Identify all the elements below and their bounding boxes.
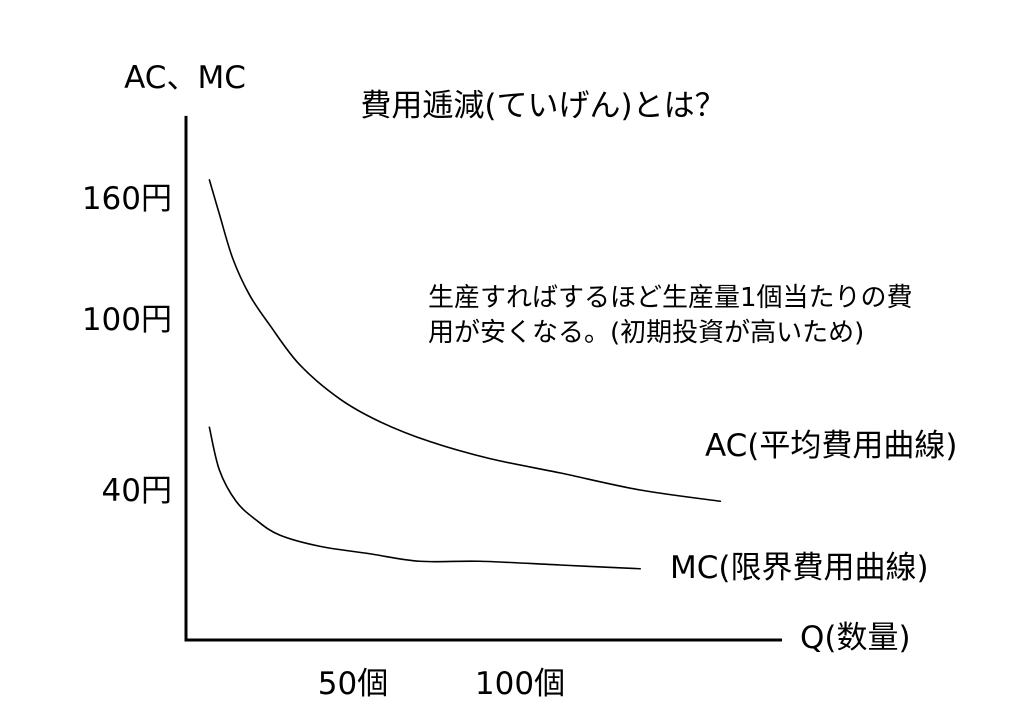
ac-curve: [208, 179, 722, 503]
chart-title: 費用逓減(ていげん)とは？: [360, 88, 725, 124]
x-tick-label: 50個: [318, 666, 388, 702]
y-tick-label: 40円: [102, 473, 172, 509]
mc-curve: [208, 426, 642, 570]
ac-curve-label: AC(平均費用曲線): [705, 428, 958, 464]
x-tick-label: 100個: [475, 666, 565, 702]
x-axis-label: Q(数量): [800, 620, 911, 656]
y-axis-label: AC、MC: [124, 60, 246, 96]
y-tick-label: 160円: [82, 181, 172, 217]
y-tick-label: 100円: [82, 302, 172, 338]
mc-curve-label: MC(限界費用曲線): [670, 550, 929, 586]
annotation-line: 用が安くなる。(初期投資が高いため): [428, 318, 864, 348]
annotation-line: 生産すればするほど生産量1個当たりの費: [428, 283, 913, 313]
